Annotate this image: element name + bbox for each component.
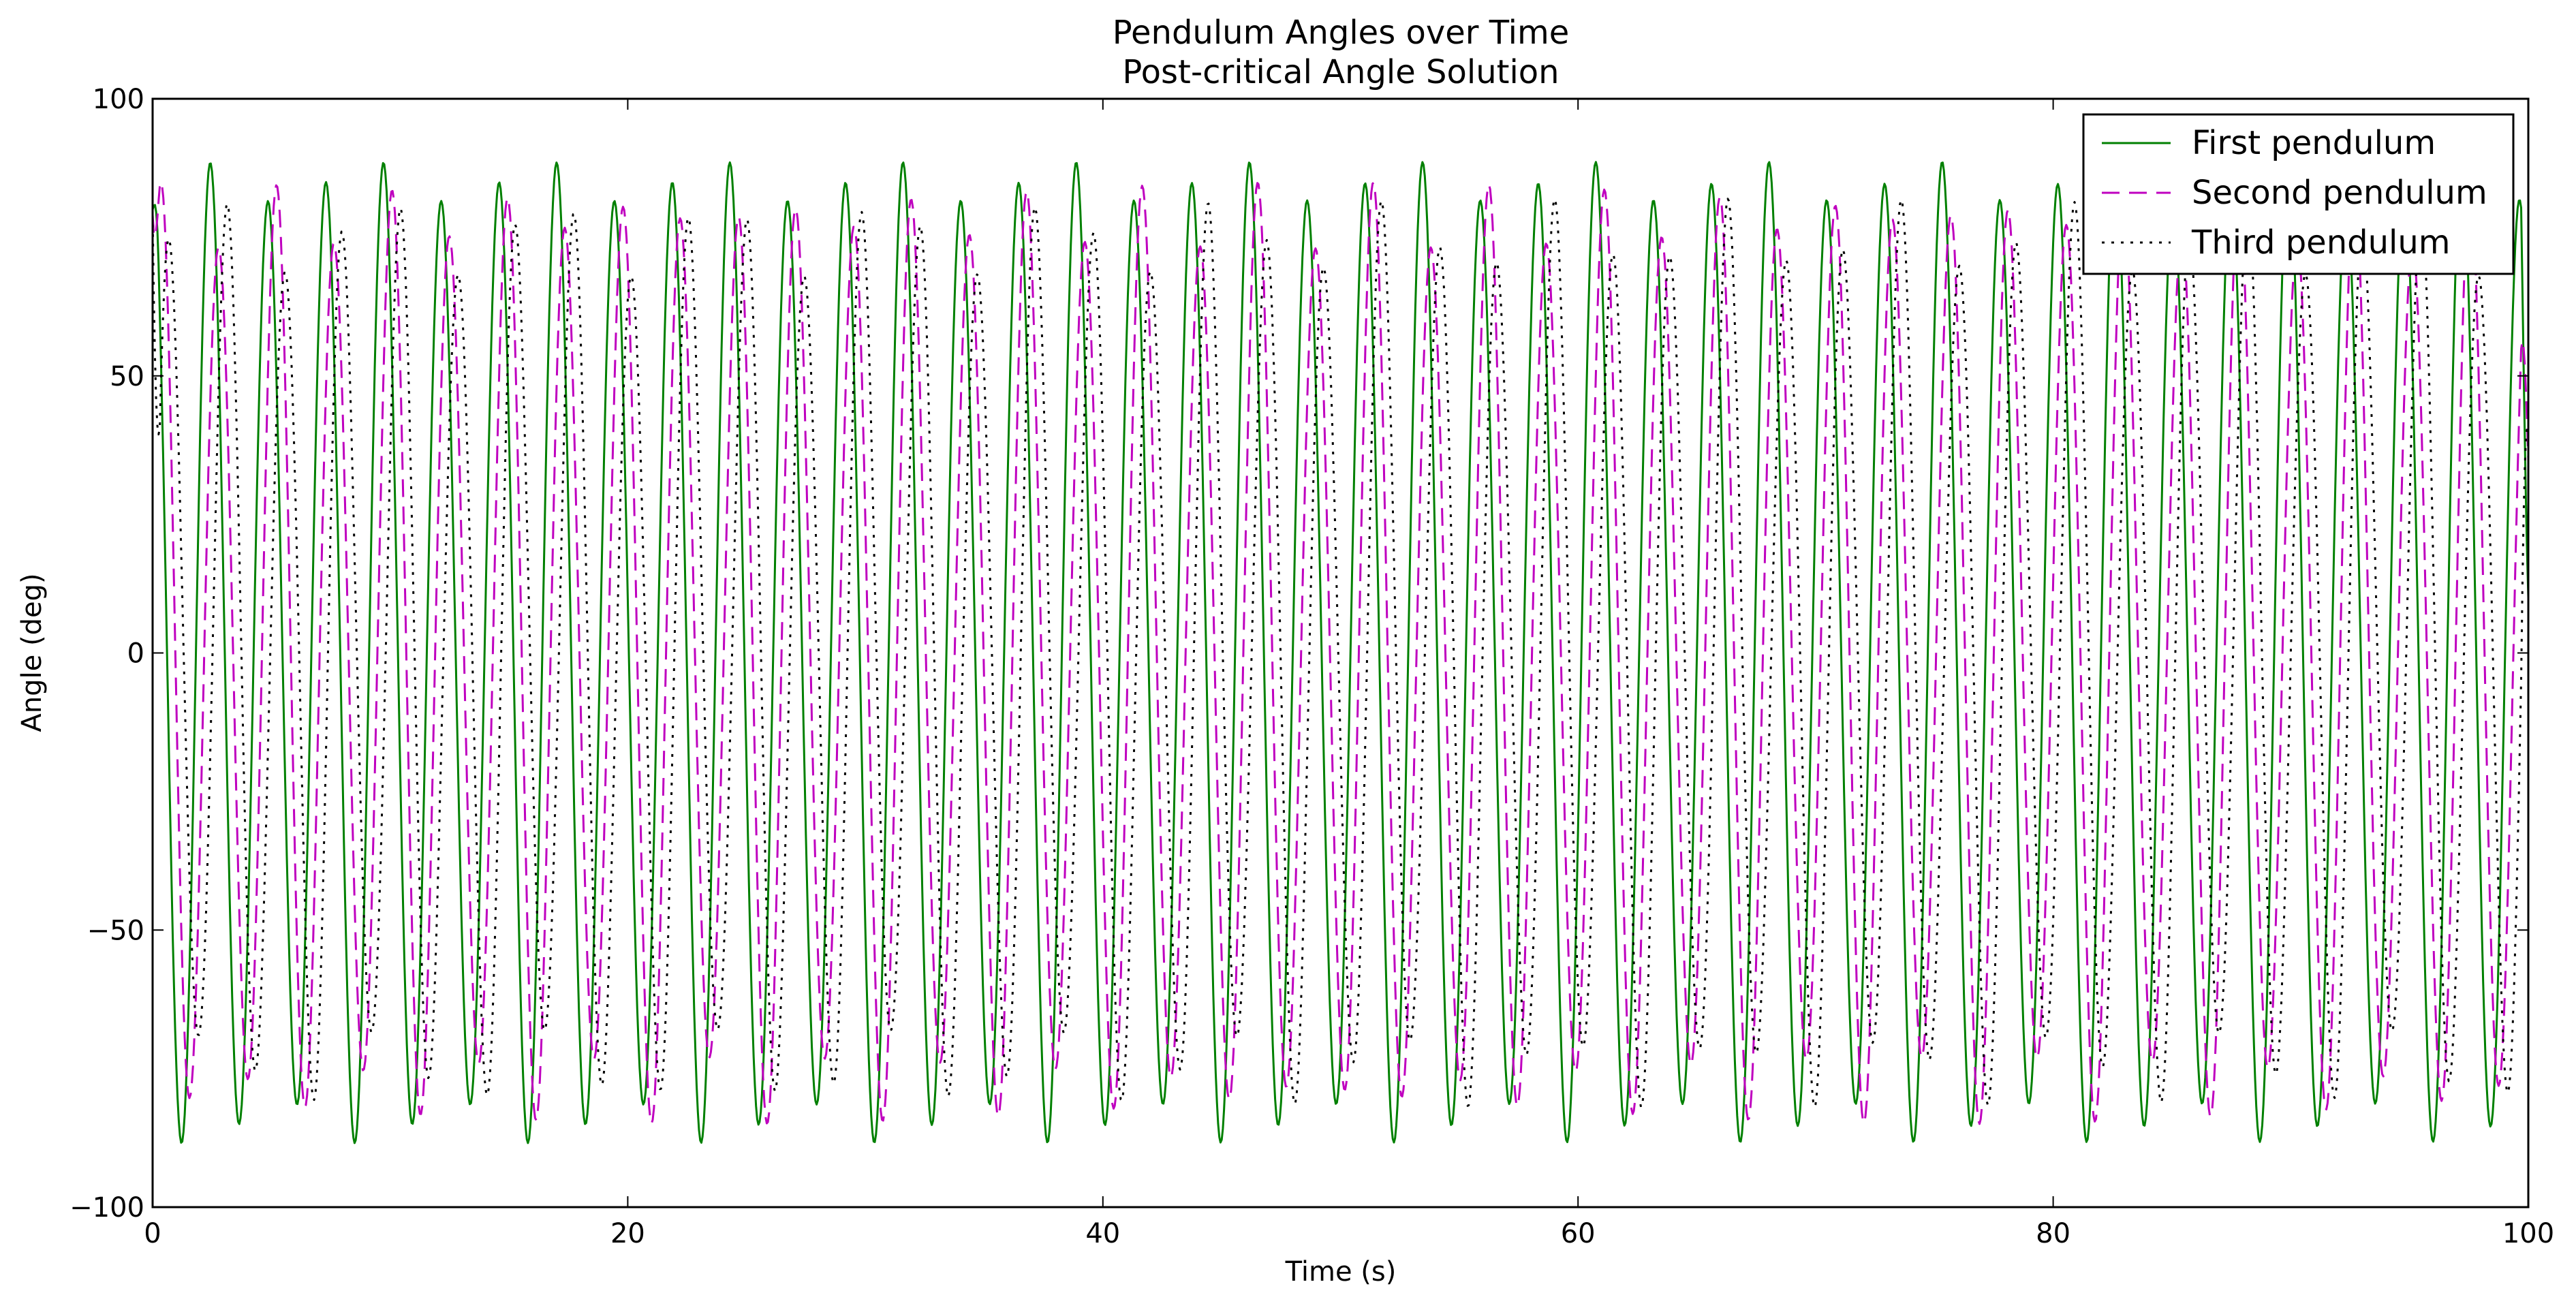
series-layer <box>153 160 2528 1144</box>
legend-box <box>2082 113 2515 275</box>
legend-label-1: First pendulum <box>2192 124 2436 162</box>
x-tick-label: 40 <box>1085 1218 1120 1249</box>
y-tick-label: −50 <box>87 915 144 946</box>
legend-entries: First pendulum Second pendulum Third pendu… <box>2102 124 2487 262</box>
legend-label-3: Third pendulum <box>2191 223 2451 262</box>
plot-frame <box>151 97 2530 1208</box>
y-axis-label: Angle (deg) <box>16 573 48 732</box>
x-tick-label: 80 <box>2036 1218 2070 1249</box>
series-line-2 <box>153 181 2528 1125</box>
x-tick-label: 100 <box>2502 1218 2554 1249</box>
y-tick-label: 50 <box>110 361 144 392</box>
series-line-3 <box>153 198 2528 1108</box>
y-tick-label: 100 <box>93 84 144 115</box>
x-tick-label: 20 <box>610 1218 645 1249</box>
y-tick-label: 0 <box>127 638 144 670</box>
chart-subtitle: Post-critical Angle Solution <box>1122 53 1559 91</box>
legend-label-2: Second pendulum <box>2192 174 2487 212</box>
x-tick-label: 60 <box>1561 1218 1596 1249</box>
chart-title: Pendulum Angles over Time <box>1113 14 1569 52</box>
tick-labels: 0 20 40 60 80 100 −100 −50 0 50 100 <box>69 84 2554 1249</box>
x-axis-label: Time (s) <box>1285 1256 1397 1288</box>
x-tick-label: 0 <box>144 1218 161 1249</box>
y-tick-label: −100 <box>69 1192 144 1223</box>
legend: First pendulum Second pendulum Third pendu… <box>2082 113 2515 275</box>
plot-area <box>153 99 2528 1207</box>
